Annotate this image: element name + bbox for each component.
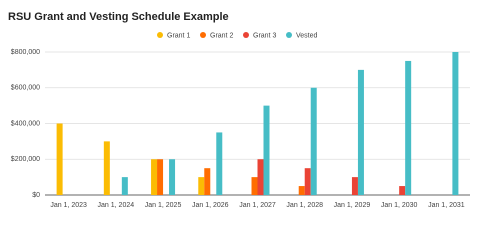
x-tick-label: Jan 1, 2023 [50,202,87,209]
legend-marker [157,32,163,38]
bar [298,186,305,195]
bar [304,168,311,195]
bar [310,87,317,195]
bar [103,141,110,195]
x-tick-label: Jan 1, 2027 [239,202,276,209]
legend-marker [243,32,249,38]
x-tick-label: Jan 1, 2025 [145,202,182,209]
chart: RSU Grant and Vesting Schedule Example $… [8,11,470,209]
y-tick-label: $800,000 [11,49,40,56]
bar [357,69,364,195]
bar [157,159,164,195]
legend-marker [200,32,206,38]
x-tick-label: Jan 1, 2026 [192,202,229,209]
bar [399,186,406,195]
bar [56,123,63,195]
legend-label: Grant 1 [167,32,190,39]
bar [198,177,205,195]
bar [452,52,459,195]
legend-marker [286,32,292,38]
legend-label: Grant 2 [210,32,233,39]
bar [151,159,158,195]
x-tick-label: Jan 1, 2031 [428,202,465,209]
y-tick-label: $0 [32,192,40,199]
chart-title: RSU Grant and Vesting Schedule Example [8,11,229,23]
legend-label: Vested [296,32,318,39]
x-tick-label: Jan 1, 2024 [98,202,135,209]
bar [251,177,258,195]
bar [257,159,264,195]
bar [169,159,176,195]
bar [351,177,358,195]
y-tick-label: $600,000 [11,85,40,92]
bar [216,132,223,195]
y-tick-label: $400,000 [11,120,40,127]
x-tick-label: Jan 1, 2030 [381,202,418,209]
x-tick-label: Jan 1, 2028 [286,202,323,209]
x-tick-label: Jan 1, 2029 [334,202,371,209]
bar [263,105,270,195]
bar [405,60,412,195]
bar [121,177,128,195]
y-tick-label: $200,000 [11,156,40,163]
bar [204,168,211,195]
legend-label: Grant 3 [253,32,276,39]
